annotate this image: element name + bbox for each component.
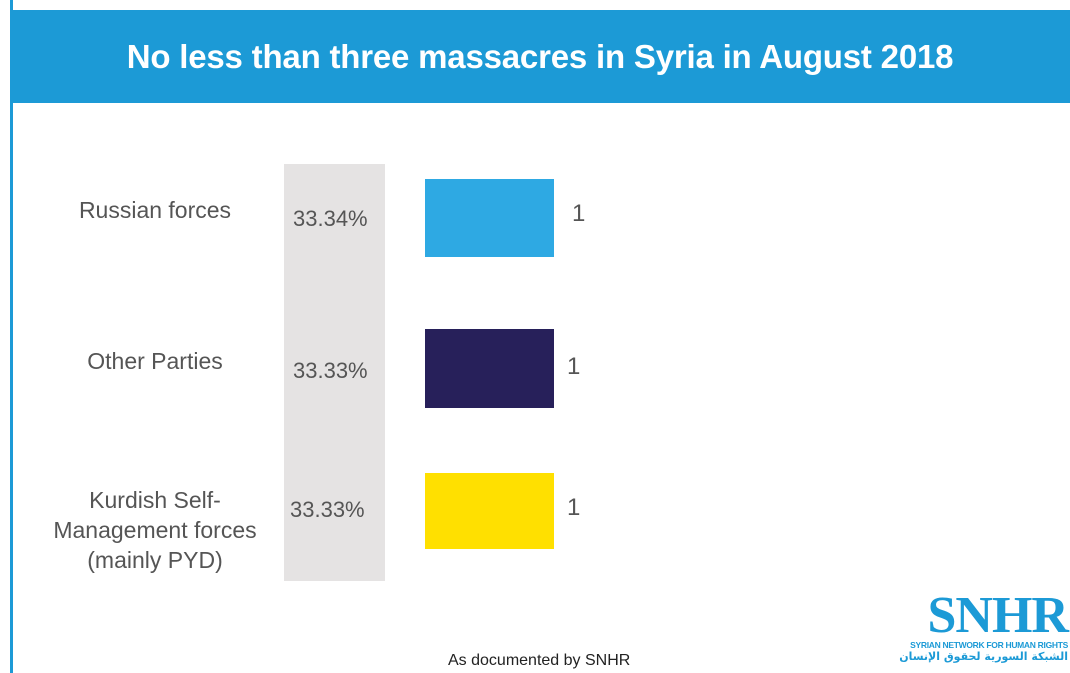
percentage-band bbox=[284, 164, 385, 581]
category-label-line: (mainly PYD) bbox=[87, 547, 223, 573]
percentage-label: 33.33% bbox=[290, 497, 365, 522]
category-label-line: Other Parties bbox=[87, 348, 223, 374]
frame-border bbox=[10, 0, 13, 673]
category-label: Other Parties bbox=[40, 346, 270, 376]
value-label: 1 bbox=[572, 200, 586, 227]
bar bbox=[425, 179, 554, 257]
logo-arabic-text: الشبكة السورية لحقوق الإنسان bbox=[899, 650, 1068, 663]
category-label-line: Management forces bbox=[53, 517, 257, 543]
chart-title: No less than three massacres in Syria in… bbox=[126, 37, 954, 75]
category-label-line: Kurdish Self- bbox=[89, 487, 221, 513]
frame-left-margin bbox=[0, 0, 10, 673]
value-label: 1 bbox=[567, 494, 581, 521]
logo-english-text: SYRIAN NETWORK FOR HUMAN RIGHTS bbox=[910, 640, 1068, 650]
title-banner: No less than three massacres in Syria in… bbox=[10, 10, 1070, 103]
percentage-label: 33.34% bbox=[293, 206, 368, 231]
percentage-label: 33.33% bbox=[293, 358, 368, 383]
value-label: 1 bbox=[567, 353, 581, 380]
category-label-line: Russian forces bbox=[78, 197, 232, 223]
category-label: Kurdish Self- Management forces (mainly PY… bbox=[40, 485, 270, 575]
footer-note: As documented by SNHR bbox=[448, 652, 631, 669]
bar bbox=[425, 329, 554, 408]
snhr-logo: SNHR SYRIAN NETWORK FOR HUMAN RIGHTS الش… bbox=[899, 587, 1070, 673]
bar bbox=[425, 473, 554, 549]
logo-wordmark: SNHR bbox=[927, 587, 1069, 644]
category-label: Russian forces bbox=[40, 195, 270, 225]
